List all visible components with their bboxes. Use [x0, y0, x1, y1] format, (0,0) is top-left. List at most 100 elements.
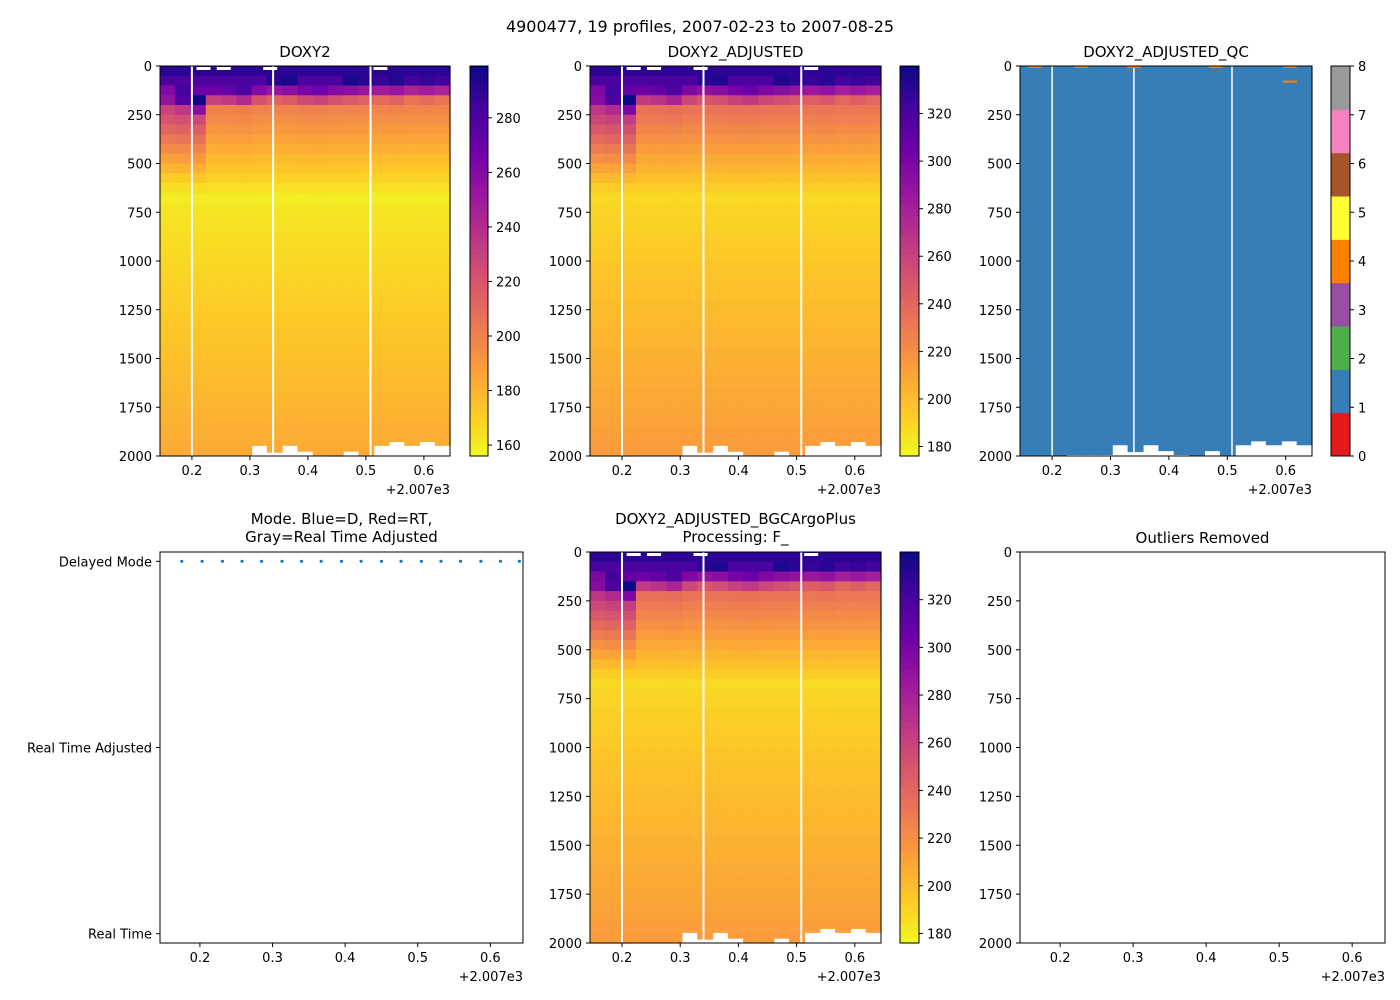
- doxy2-adjusted-cell: [819, 309, 836, 321]
- doxy2-bgc-cell: [819, 561, 836, 573]
- doxy2-bgc-cell: [865, 855, 882, 866]
- doxy2-adjusted-cell: [773, 75, 790, 87]
- doxy2-adjusted-cell: [789, 66, 806, 77]
- doxy2-bgc-cell: [819, 727, 836, 739]
- doxy2-profile-column: [404, 66, 421, 446]
- doxy2-bgc-cell: [590, 561, 606, 573]
- doxy2-bgc-cell: [819, 679, 836, 690]
- doxy2-bgc-cell: [835, 630, 851, 641]
- doxy2-colorbar-step: [470, 274, 488, 282]
- doxy2-adjusted-cell: [804, 329, 821, 340]
- doxy2-adjusted-cell: [620, 66, 637, 77]
- doxy2-bgc-cell: [712, 688, 729, 700]
- doxy2-colorbar-step: [470, 222, 488, 230]
- doxy2-cell: [434, 163, 451, 174]
- doxy2-bgc-cell: [681, 903, 698, 915]
- doxy2-bgc-cell: [789, 903, 806, 915]
- doxy2-bgc-cell: [666, 913, 683, 925]
- mode-point: [319, 559, 323, 563]
- doxy2-adjusted-cell: [804, 261, 821, 272]
- mode-point: [498, 559, 503, 563]
- doxy2-adjusted-colorbar-tick-label: 200: [927, 393, 952, 408]
- doxy2-adjusted-cell: [758, 105, 775, 116]
- doxy2-adjusted-cell: [727, 290, 744, 301]
- doxy2-adjusted-cell: [865, 212, 882, 223]
- doxy2-cell: [160, 202, 176, 213]
- doxy2-adjusted-cell: [651, 144, 668, 155]
- doxy2-cell: [205, 75, 222, 87]
- doxy2-adjusted-cell: [605, 231, 622, 243]
- doxy2-adjusted-cell: [635, 407, 652, 418]
- doxy2-cell: [266, 426, 283, 438]
- doxy2-adjusted-qc-flag4-mark: [1074, 65, 1089, 68]
- doxy2-bgc-cell: [620, 884, 637, 895]
- doxy2-adjusted-cell: [865, 378, 882, 389]
- doxy2-cell: [236, 144, 253, 155]
- doxy2-bgc-cell: [635, 845, 652, 856]
- doxy2-adjusted-cell: [804, 387, 821, 399]
- doxy2-bgc-cell: [651, 767, 668, 778]
- doxy2-cell: [205, 66, 222, 77]
- doxy2-adjusted-cell: [727, 134, 744, 145]
- doxy2-adjusted-qc-ytick-label: 750: [987, 206, 1012, 221]
- doxy2-adjusted-profile-column: [651, 66, 668, 456]
- doxy2-bgc-cell: [850, 620, 867, 631]
- doxy2-cell: [358, 222, 375, 233]
- doxy2-bgc-cell: [804, 737, 821, 749]
- doxy2-adjusted-cell: [743, 85, 760, 96]
- doxy2-cell: [221, 163, 237, 174]
- doxy2-adjusted-cell: [804, 290, 821, 301]
- doxy2-bgc-cell: [773, 923, 790, 934]
- doxy2-adjusted-cell: [620, 173, 637, 184]
- doxy2-bgc-cell: [835, 737, 851, 749]
- doxy2-cell: [236, 66, 253, 77]
- doxy2-cell: [297, 368, 314, 379]
- doxy2-bgc-cell: [865, 923, 882, 933]
- doxy2-adjusted-xtick-label: 0.2: [612, 464, 633, 479]
- doxy2-bgc-cell: [712, 796, 729, 807]
- doxy2-cell: [236, 153, 253, 165]
- doxy2-bgc-cell: [773, 903, 790, 915]
- doxy2-adjusted-cell: [590, 95, 606, 106]
- doxy2-adjusted-cell: [651, 114, 668, 126]
- doxy2-bgc-cell: [819, 659, 836, 670]
- doxy2-bgc-cell: [835, 552, 851, 563]
- doxy2-cell: [419, 261, 436, 272]
- doxy2-cell: [282, 66, 298, 77]
- doxy2-cell: [190, 251, 207, 262]
- doxy2-bgc-colorbar-step: [900, 734, 919, 742]
- doxy2-adjusted-cell: [605, 280, 622, 291]
- doxy2-bgc-cell: [773, 845, 790, 856]
- panel-doxy2-bgc: 1802002202402602803003200250500750100012…: [549, 510, 952, 985]
- doxy2-bgc-cell: [835, 600, 851, 612]
- doxy2-adjusted-cell: [850, 124, 867, 135]
- doxy2-bgc-cell: [773, 688, 790, 700]
- doxy2-bgc-cell: [666, 552, 683, 563]
- doxy2-cell: [343, 407, 360, 418]
- doxy2-cell: [312, 358, 329, 369]
- doxy2-cell: [419, 202, 436, 213]
- doxy2-adjusted-cell: [620, 387, 637, 399]
- doxy2-bgc-cell: [712, 894, 729, 905]
- doxy2-colorbar-step: [470, 163, 488, 171]
- doxy2-bgc-cell: [804, 747, 821, 758]
- doxy2-cell: [434, 222, 451, 233]
- doxy2-adjusted-cell: [697, 192, 714, 204]
- doxy2-bgc-cell: [681, 894, 698, 905]
- doxy2-cell: [266, 329, 283, 340]
- doxy2-colorbar-step: [470, 150, 488, 158]
- doxy2-bgc-cell: [804, 708, 821, 719]
- doxy2-cell: [266, 280, 283, 291]
- doxy2-cell: [266, 124, 283, 135]
- doxy2-adjusted-cell: [850, 114, 867, 126]
- doxy2-cell: [404, 290, 421, 301]
- doxy2-adjusted-cell: [850, 192, 867, 204]
- doxy2-cell: [373, 417, 390, 428]
- doxy2-cell: [419, 319, 436, 330]
- doxy2-adjusted-cell: [712, 222, 729, 233]
- doxy2-bgc-cell: [743, 903, 760, 915]
- doxy2-adjusted-cell: [605, 95, 622, 106]
- doxy2-bgc-cell: [758, 796, 775, 807]
- doxy2-bgc-cell: [850, 874, 867, 885]
- doxy2-cell: [419, 124, 436, 135]
